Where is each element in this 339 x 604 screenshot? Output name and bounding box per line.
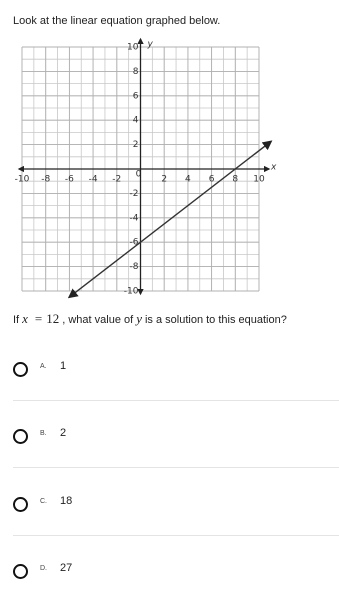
- option-text: 27: [60, 562, 73, 574]
- y-axis-label: y: [147, 40, 154, 50]
- y-tick-label: 6: [133, 91, 139, 101]
- x-tick-label: 8: [232, 175, 238, 185]
- math-variable: y: [136, 311, 142, 326]
- math-operator: =: [34, 311, 43, 326]
- question: If x = 12, what value of y is a solution to t…: [13, 311, 290, 327]
- y-tick-label: -10: [124, 287, 139, 297]
- answer-option[interactable]: D. 27: [0, 557, 339, 587]
- question-text: , what value of: [62, 314, 134, 326]
- x-tick-label: -4: [89, 175, 98, 185]
- y-tick-label: -2: [130, 189, 139, 199]
- option-letter: C.: [40, 498, 47, 505]
- question-text: is a solution to this equation?: [144, 314, 287, 326]
- x-tick-label: 10: [253, 175, 265, 185]
- x-tick-label: 6: [209, 175, 215, 185]
- math-number: 12: [46, 311, 60, 326]
- graph-line: [67, 140, 273, 299]
- radio-button[interactable]: [13, 362, 28, 377]
- y-tick-label: -8: [130, 262, 139, 272]
- option-text: 1: [60, 360, 67, 372]
- x-tick-label: -2: [112, 175, 121, 185]
- option-text: 2: [60, 427, 67, 439]
- x-tick-label: 2: [161, 175, 167, 185]
- question-text: If: [13, 314, 20, 326]
- x-tick-label: 4: [185, 175, 191, 185]
- math-variable: x: [22, 311, 28, 326]
- y-tick-label: -6: [130, 238, 139, 248]
- separator: [13, 400, 339, 401]
- answer-option[interactable]: C. 18: [0, 490, 339, 520]
- x-tick-label: -6: [65, 175, 74, 185]
- y-tick-label: -4: [130, 213, 139, 223]
- instruction: Look at the linear equation graphed belo…: [13, 15, 221, 27]
- y-tick-label: 2: [133, 140, 139, 150]
- y-tick-label: 8: [133, 67, 139, 77]
- radio-button[interactable]: [13, 497, 28, 512]
- x-tick-label: -10: [15, 175, 30, 185]
- answer-option[interactable]: A. 1: [0, 355, 339, 385]
- y-tick-label: 10: [127, 43, 139, 53]
- radio-button[interactable]: [13, 429, 28, 444]
- option-letter: A.: [40, 363, 47, 370]
- answer-option[interactable]: B. 2: [0, 422, 339, 452]
- x-axis-label: x: [270, 163, 277, 173]
- x-tick-label: -8: [41, 175, 50, 185]
- option-letter: B.: [40, 430, 47, 437]
- y-tick-label: 4: [133, 116, 139, 126]
- option-letter: D.: [40, 565, 47, 572]
- radio-button[interactable]: [13, 564, 28, 579]
- option-text: 18: [60, 495, 73, 507]
- separator: [13, 535, 339, 536]
- separator: [13, 467, 339, 468]
